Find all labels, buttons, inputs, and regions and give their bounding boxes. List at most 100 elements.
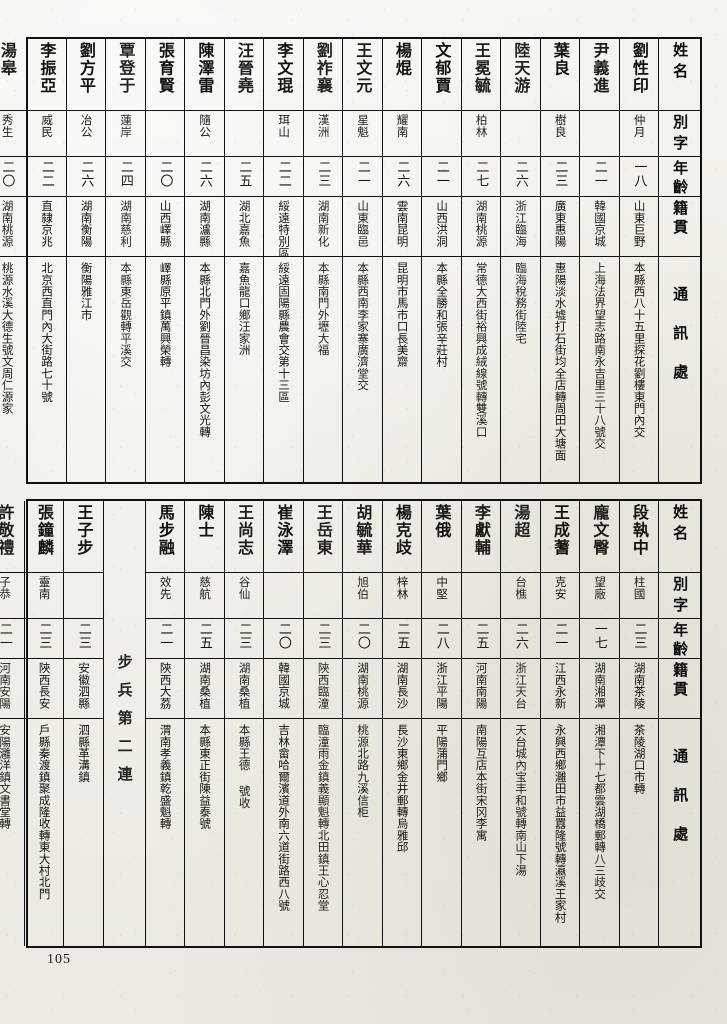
- cadet-column: 劉性印 仲月 一八 山東巨野 本縣西八十五里探花劉樓東門內交: [618, 39, 658, 482]
- cadet-age: 一七: [580, 619, 619, 659]
- cadet-alias: 柱國: [619, 573, 658, 619]
- cadet-native_place: 湖南桃源: [461, 197, 500, 257]
- cadet-age: 二三: [303, 157, 342, 197]
- column-headers: 姓名 別字 年齡 籍貫 通訊處: [658, 39, 700, 482]
- cadet-address: 常德大西街裕興成絨線號轉雙溪口: [462, 257, 501, 482]
- cadet-name: 葉良: [540, 39, 579, 111]
- cadet-name: 王岳東: [303, 501, 342, 573]
- cadet-address: 南陽互店本街宋冈李寓: [462, 719, 501, 946]
- cadet-address: 湘潭下十七都雲湖橋郵轉八三歧交: [580, 719, 619, 946]
- cadet-alias: [422, 111, 461, 157]
- cadet-alias-text: 威民: [40, 114, 55, 138]
- cadet-native_place-text: 陝西臨潼: [316, 662, 331, 710]
- cadet-address-text: 渭南孝義鎮乾盛魁轉: [158, 724, 173, 830]
- cadet-alias: [303, 573, 342, 619]
- cadet-address: 嘉魚龍口鄉汪家洲: [225, 257, 264, 482]
- cadet-age-text: 二二: [38, 160, 54, 188]
- cadet-age: 二五: [382, 619, 421, 659]
- cadet-column: 段執中 柱國 二三 湖南茶陵 茶陵湖口市轉: [618, 501, 658, 946]
- cadet-alias: 中堅: [422, 573, 461, 619]
- table-cadets-top: 姓名 別字 年齡 籍貫 通訊處 劉性印 仲月 一八 山東巨野 本縣西八十五里探花劉樓東門內交 尹義進…: [0, 37, 702, 484]
- cadet-alias: 樹良: [540, 111, 579, 157]
- cadet-age: 二一: [0, 619, 24, 659]
- cadet-column: 王尚志 谷仙 二三 湖南桑植 本縣王德 號收: [223, 501, 263, 946]
- cadet-native_place-text: 浙江天台: [514, 662, 529, 710]
- cadet-native_place-text: 湖南瀘縣: [198, 200, 213, 248]
- cadet-native_place: 浙江天台: [501, 659, 540, 719]
- cadet-address-text: 戶縣秦渡鎮聚成隆收轉東大村北門: [37, 724, 52, 900]
- cadet-age: 二一: [422, 157, 461, 197]
- cadet-native_place-text: 湖北嘉魚: [237, 200, 252, 248]
- header-native_place-text: 籍貫: [671, 200, 690, 238]
- cadet-column: 劉方平 冶公 二六 湖南衡陽 衡陽雅江市: [65, 39, 106, 482]
- cadet-age-text: 二一: [591, 160, 607, 188]
- cadet-age: 一八: [619, 157, 658, 197]
- cadet-native_place-text: 湖南慈利: [119, 200, 134, 248]
- cadet-address-text: 嘉魚龍口鄉汪家洲: [237, 262, 252, 356]
- cadet-native_place: 河南南陽: [461, 659, 500, 719]
- cadet-alias-text: 谷仙: [237, 576, 252, 600]
- cadet-age-text: 二五: [473, 622, 489, 650]
- cadet-address-text: 臨海稅務街陸宅: [514, 262, 529, 344]
- page-number: 105: [47, 952, 71, 967]
- cadet-native_place-text: 河南安陽: [0, 662, 13, 710]
- cadet-address-text: 長沙東鄉金井郵轉烏雅邱: [395, 724, 410, 853]
- cadet-age: 二三: [619, 619, 658, 659]
- cadet-column: 馬步融 效先 二一 陝西大荔 渭南孝義鎮乾盛魁轉: [144, 501, 184, 946]
- cadet-name-text: 葉良: [550, 42, 570, 77]
- cadet-native_place-text: 韓國京城: [277, 662, 292, 710]
- cadet-address: 衡陽雅江市: [67, 257, 106, 482]
- cadet-address: 泗縣革溝鎮: [64, 719, 103, 946]
- cadet-age-text: 二三: [315, 160, 331, 188]
- header-age-text: 年齡: [671, 160, 690, 197]
- cadet-name: 李獻輔: [461, 501, 500, 573]
- cadet-name: 陸天游: [501, 39, 540, 111]
- cadet-name: 劉方平: [66, 39, 105, 111]
- cadet-name: 許敬禮: [0, 501, 24, 573]
- cadet-alias-text: 耀南: [395, 114, 410, 138]
- header-native_place: 籍貫: [659, 197, 700, 257]
- cadet-name: 李文琨: [264, 39, 303, 111]
- cadet-name: 王子步: [64, 501, 103, 573]
- cadet-alias: [224, 111, 263, 157]
- cadet-alias: 子恭: [0, 573, 24, 619]
- cadet-native_place-text: 山東臨邑: [356, 200, 371, 248]
- cadet-alias-text: 珥山: [277, 114, 292, 138]
- cadet-name-text: 覃登于: [116, 42, 136, 95]
- cadet-age-text: 二六: [512, 622, 528, 650]
- cadet-native_place: 湖北嘉魚: [224, 197, 263, 257]
- cadet-name-text: 馬步融: [155, 504, 175, 557]
- cadet-column: 湯超 台樵 二六 浙江天台 天台城內宝丰和號轉南山下湯: [500, 501, 540, 946]
- header-alias: 別字: [659, 573, 700, 619]
- cadet-address-text: 湘潭下十七都雲湖橋郵轉八三歧交: [593, 724, 608, 900]
- cadet-age: 二六: [382, 157, 421, 197]
- cadet-address-text: 惠陽淡水墟打石街均全店轉周田大塘面: [553, 262, 568, 461]
- cadet-column: 李獻輔二五河南南陽 南陽互店本街宋冈李寓: [460, 501, 501, 946]
- cadet-address-text: 本縣王德 號收: [237, 724, 252, 809]
- cadet-native_place: 綏遠特別區: [264, 197, 303, 257]
- header-alias-text: 別字: [671, 576, 690, 618]
- cadet-native_place: 湖南長沙: [382, 659, 421, 719]
- cadet-native_place: 湖南新化: [303, 197, 342, 257]
- cadet-native_place: 河南安陽: [0, 659, 24, 719]
- cadet-native_place-text: 山東巨野: [632, 200, 647, 248]
- cadet-age: 二五: [224, 157, 263, 197]
- cadet-native_place: 陝西長安: [24, 659, 63, 719]
- cadet-address: 桃源水溪大德生號文周仁源家: [0, 257, 26, 482]
- cadet-address: 綏遠固陽縣農會交第十三區: [264, 257, 303, 482]
- cadet-address-text: 平陽蒲門鄉: [435, 724, 450, 783]
- cadet-alias: [64, 573, 103, 619]
- cadet-age-text: 二一: [157, 622, 173, 650]
- cadet-address-text: 永興西鄉灉田市益囂隆號轉瀛溪王家村: [553, 724, 568, 923]
- cadet-alias: [145, 111, 184, 157]
- cadet-name: 劉性印: [619, 39, 658, 111]
- cadet-column: 汪晉堯 二五 湖北嘉魚 嘉魚龍口鄉汪家洲: [223, 39, 264, 482]
- cadet-column: 覃登于 蓮岸 二四 湖南慈利 本縣東岳觀轉平溪交: [105, 39, 145, 482]
- cadet-address-text: 北京西直門內大街路七十號: [40, 262, 55, 403]
- cadet-alias-text: 星魁: [356, 114, 371, 138]
- cadet-name: 王尚志: [224, 501, 263, 573]
- cadet-age: 二〇: [0, 157, 26, 197]
- cadet-column: 李振亞 威民 二二 直隸京兆 北京西直門內大街路七十號: [26, 39, 66, 482]
- cadet-age-text: 二五: [196, 622, 212, 650]
- table-cadets-bottom: 姓名 別字 年齡 籍貫 通訊處 段執中 柱國 二三 湖南茶陵 茶陵湖口市轉 龐文臀 望廠 一七 湖南湘潭湘…: [0, 499, 702, 948]
